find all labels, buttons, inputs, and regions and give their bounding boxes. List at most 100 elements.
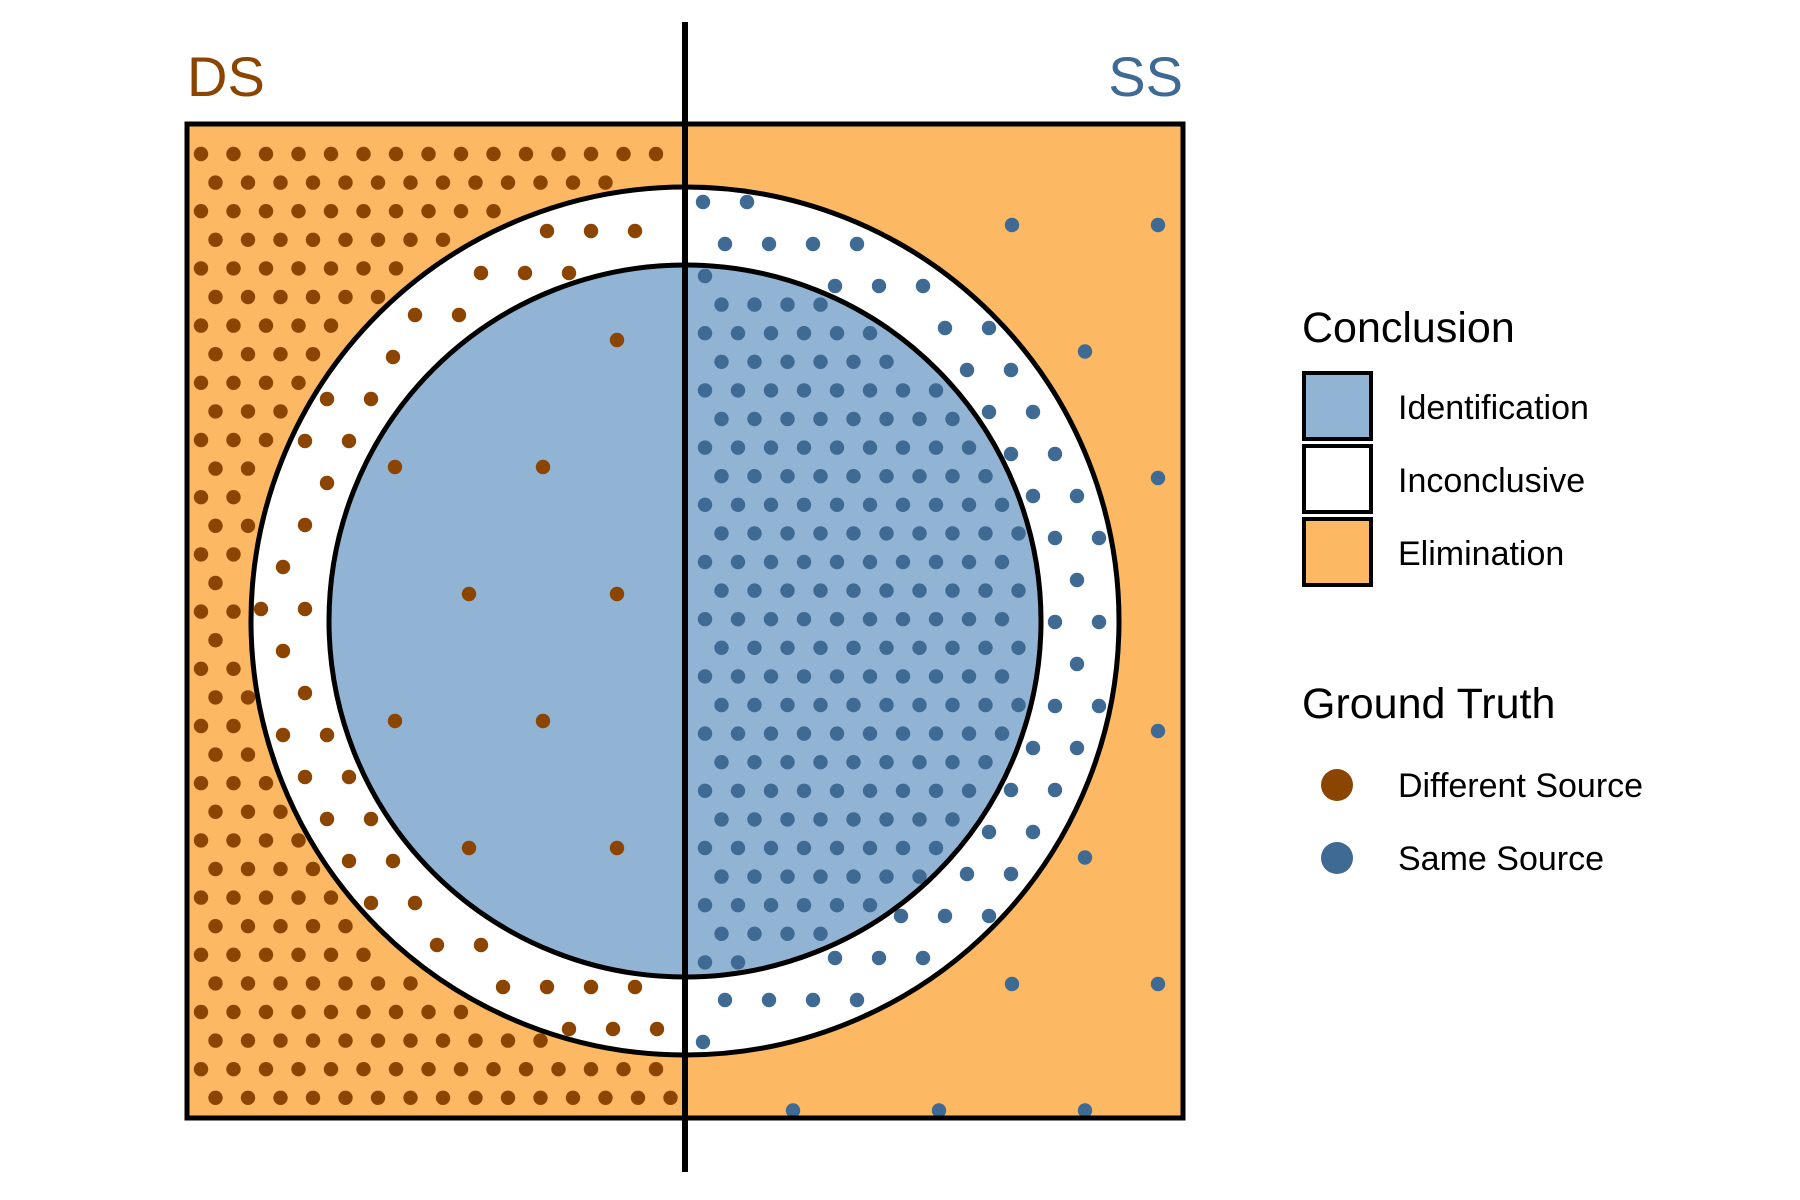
same-source-dot — [961, 554, 977, 570]
same-source-dot — [730, 669, 746, 684]
different-source-dot — [421, 146, 436, 162]
different-source-dot — [323, 318, 339, 333]
same-source-dot — [785, 1103, 801, 1118]
same-source-dot — [796, 726, 812, 741]
same-source-dot — [730, 326, 746, 341]
different-source-dot — [208, 1033, 223, 1048]
same-source-dot — [813, 926, 828, 941]
different-source-dot — [193, 890, 209, 905]
different-source-dot — [370, 175, 386, 190]
different-source-dot — [388, 146, 404, 162]
different-source-dot — [323, 1062, 339, 1077]
different-source-dot — [609, 840, 625, 856]
different-source-dot — [451, 307, 467, 323]
different-source-dot — [240, 690, 256, 705]
same-source-dot — [730, 840, 746, 856]
same-source-dot — [780, 755, 795, 770]
different-source-dot — [468, 1090, 483, 1106]
same-source-dot — [1047, 446, 1063, 462]
different-source-dot — [533, 1090, 548, 1106]
different-source-dot — [486, 1062, 501, 1077]
different-source-side-label: DS — [187, 45, 265, 108]
same-source-dot — [714, 583, 729, 598]
different-source-dot — [193, 947, 209, 962]
same-source-dot — [1091, 614, 1107, 630]
same-source-dot — [928, 612, 944, 627]
different-source-dot — [226, 146, 241, 162]
same-source-dot — [796, 669, 812, 684]
elimination-swatch — [1302, 517, 1373, 587]
same-source-dot — [780, 697, 795, 713]
different-source-dot — [240, 976, 256, 991]
same-source-dot — [1047, 698, 1063, 714]
different-source-dot — [453, 1004, 469, 1020]
different-source-dot — [240, 861, 256, 877]
same-source-dot — [945, 640, 960, 655]
different-source-dot — [598, 1090, 613, 1106]
same-source-dot — [862, 497, 878, 512]
different-source-dot — [193, 718, 209, 734]
different-source-dot — [539, 223, 555, 239]
different-source-dot — [305, 347, 321, 362]
different-source-dot — [551, 146, 566, 162]
same-source-dot — [849, 236, 865, 252]
same-source-dot — [813, 469, 828, 484]
different-source-dot — [387, 459, 403, 475]
same-source-dot — [1150, 217, 1166, 233]
different-source-dots — [193, 146, 678, 1106]
different-source-dot — [275, 559, 291, 575]
same-source-dot — [978, 697, 993, 713]
different-source-dot — [535, 459, 551, 475]
same-source-dot — [912, 469, 927, 484]
different-source-dot — [605, 1021, 621, 1037]
same-source-dot — [849, 992, 865, 1008]
different-source-dot — [305, 1033, 321, 1048]
different-source-dot — [627, 979, 643, 995]
different-source-dot — [468, 175, 483, 190]
same-source-dot — [730, 726, 746, 741]
different-source-dot — [583, 1062, 599, 1077]
different-source-dot — [421, 1004, 436, 1020]
different-source-dot — [193, 432, 209, 448]
same-source-dot — [763, 383, 779, 398]
same-source-dot — [796, 612, 812, 627]
same-source-dot — [730, 497, 746, 512]
same-source-dot — [1091, 698, 1107, 714]
different-source-dot — [518, 146, 534, 162]
different-source-dot — [240, 289, 256, 305]
same-source-dot — [895, 669, 911, 684]
different-source-dot — [583, 979, 599, 995]
same-source-dot — [1077, 1103, 1093, 1118]
same-source-dot — [829, 440, 845, 455]
same-source-dot — [862, 326, 878, 341]
same-source-dot — [961, 440, 977, 455]
same-source-dot — [912, 411, 927, 427]
same-source-dot — [1011, 583, 1026, 598]
different-source-dot — [323, 947, 339, 962]
different-source-dot — [363, 895, 379, 911]
different-source-dot — [240, 1090, 256, 1106]
same-source-side-label: SS — [1108, 45, 1183, 108]
same-source-dot — [730, 612, 746, 627]
same-source-dot — [747, 411, 762, 427]
same-source-dot — [747, 526, 762, 541]
same-source-dot — [829, 554, 845, 570]
same-source-dot — [829, 383, 845, 398]
different-source-dot — [273, 232, 288, 247]
same-source-dot — [994, 669, 1010, 684]
ground-truth-legend-title: Ground Truth — [1302, 680, 1555, 728]
same-source-dot — [895, 383, 911, 398]
different-source-dot — [291, 947, 306, 962]
different-source-dot — [539, 979, 555, 995]
same-source-dot — [747, 469, 762, 484]
same-source-dot — [981, 404, 997, 420]
same-source-swatch — [1321, 842, 1353, 874]
same-source-dot — [697, 554, 713, 570]
same-source-dot — [912, 697, 927, 713]
same-source-dot — [829, 726, 845, 741]
same-source-dot — [813, 755, 828, 770]
same-source-dot — [1003, 866, 1019, 882]
same-source-dot — [780, 354, 795, 369]
same-source-dot — [763, 612, 779, 627]
same-source-dot — [1025, 740, 1041, 756]
